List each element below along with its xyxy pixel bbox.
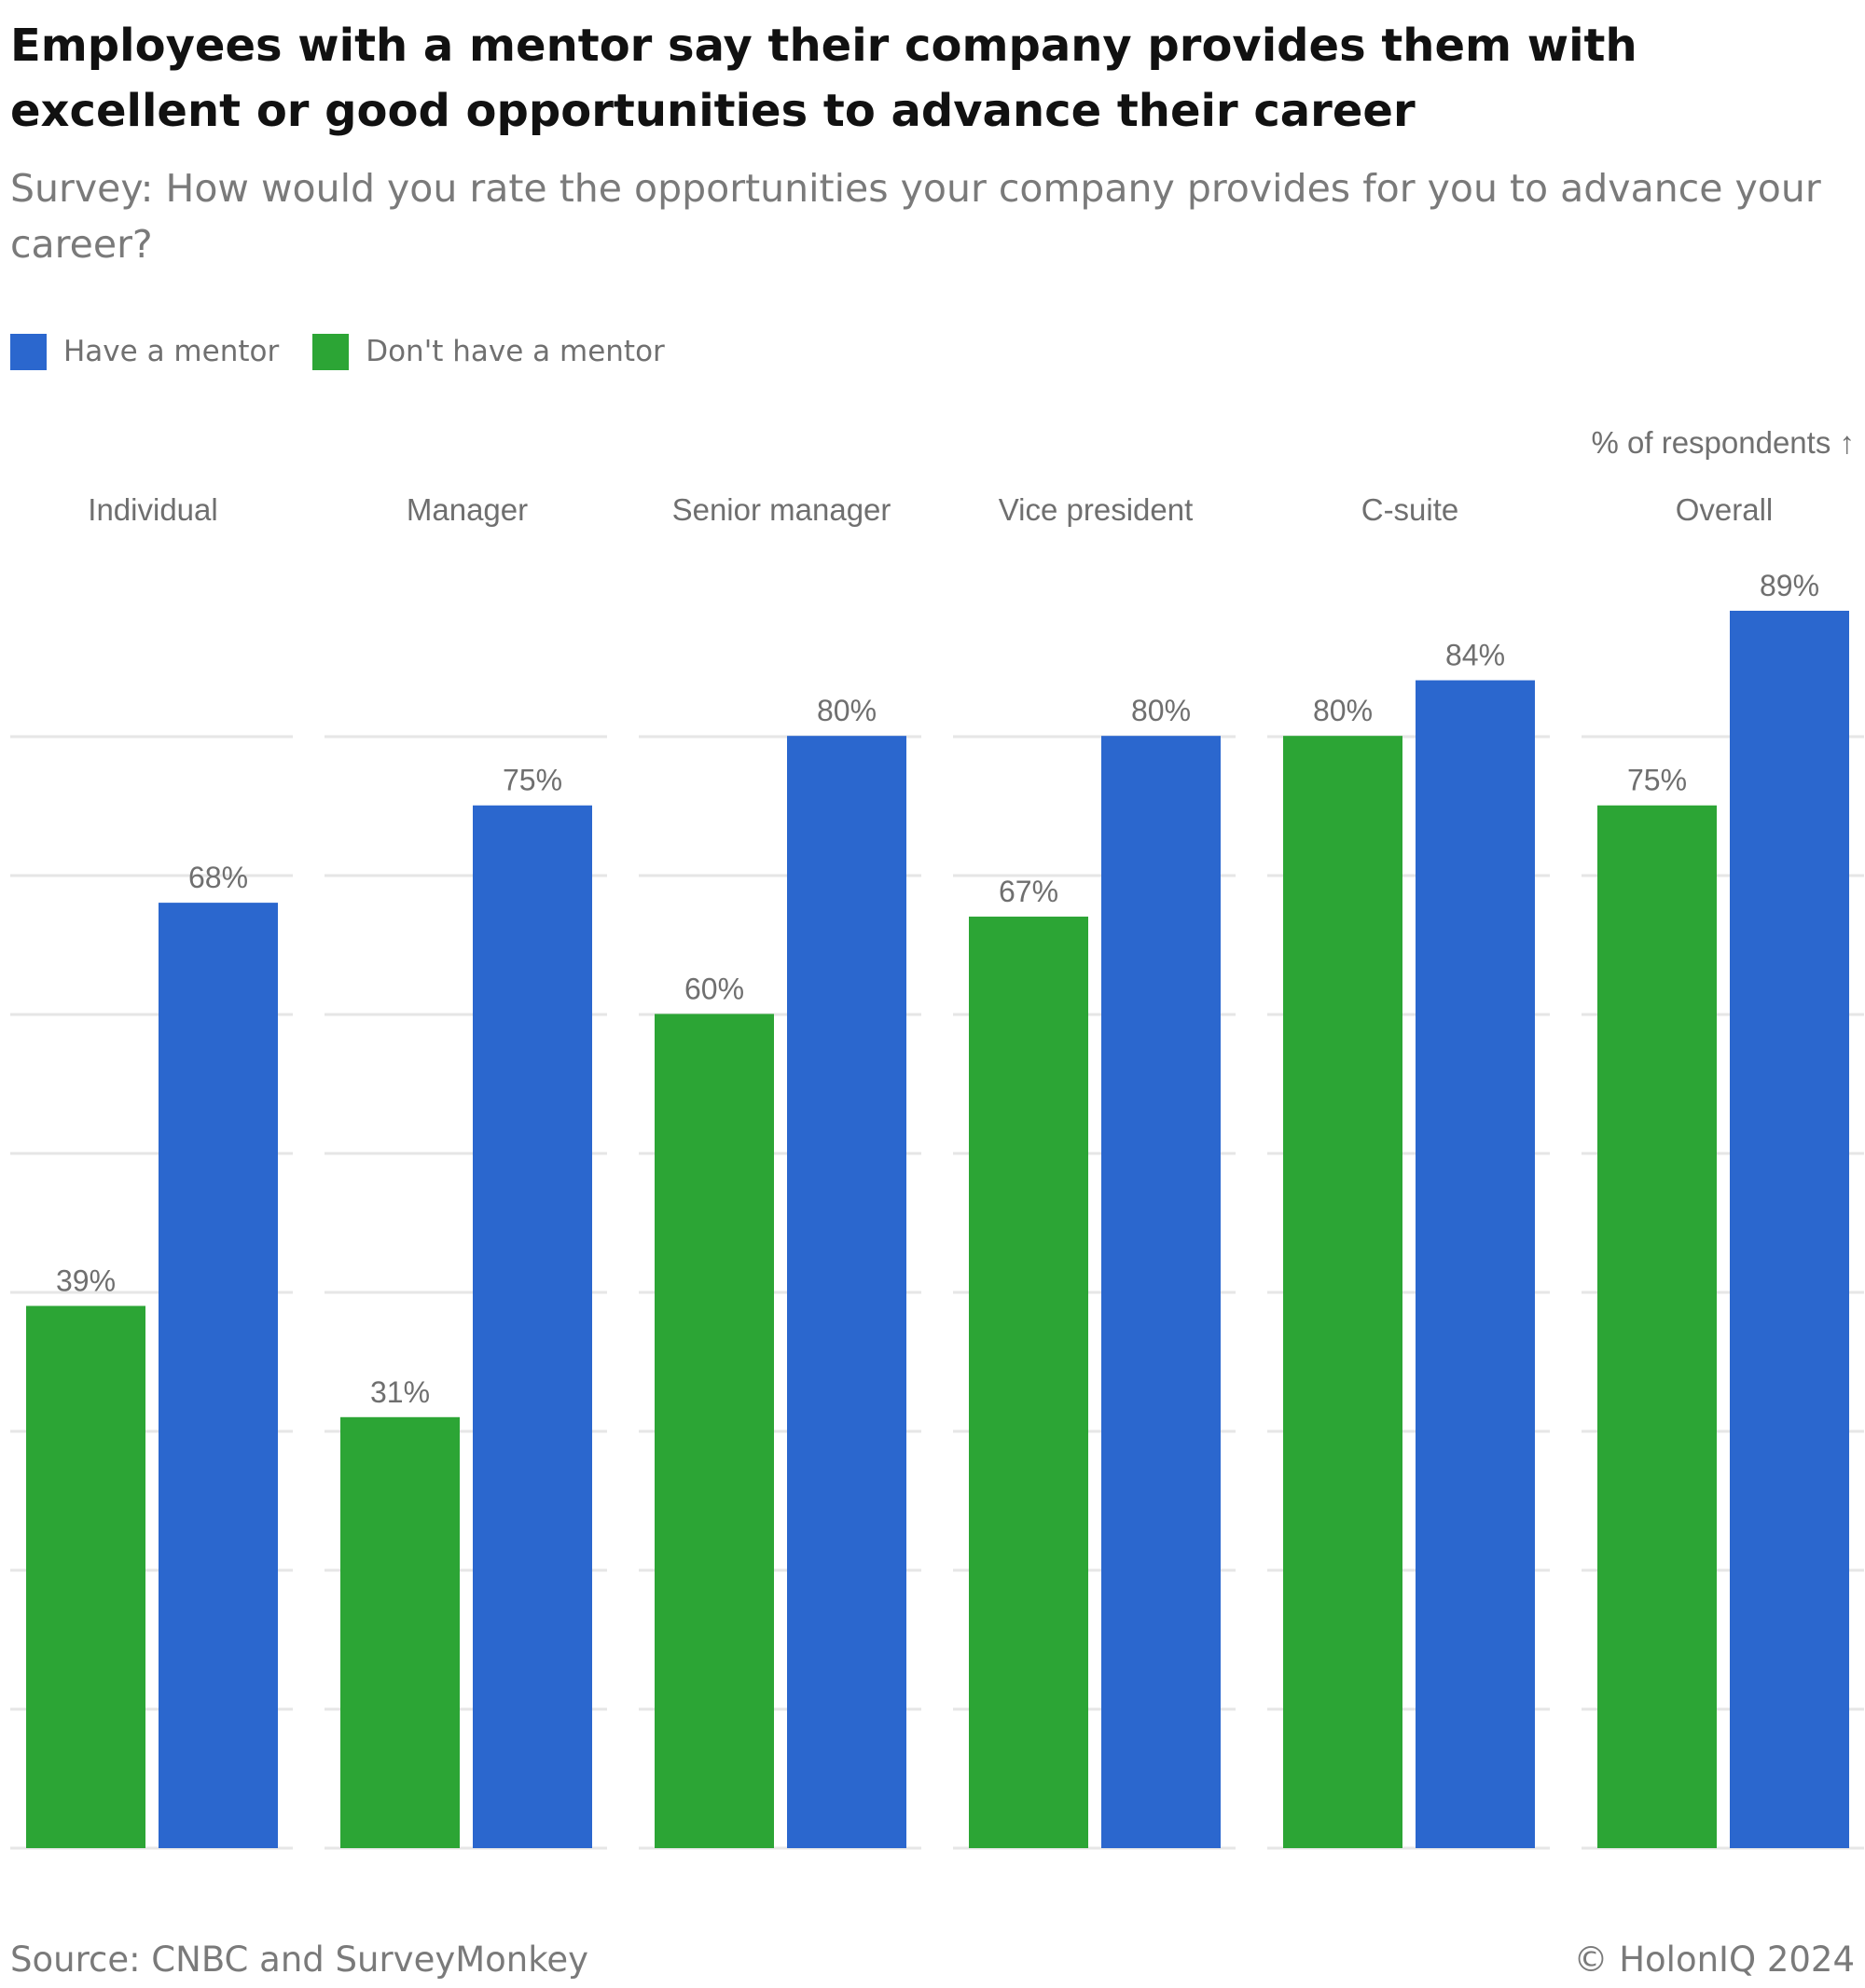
legend-item-no-mentor: Don't have a mentor — [312, 333, 665, 370]
chart-title: Employees with a mentor say their compan… — [10, 20, 1637, 137]
value-label-individual-have-mentor: 68% — [188, 861, 248, 894]
value-label-overall-have-mentor: 89% — [1760, 569, 1819, 602]
bar-chart: Individual 39% 68% Manager 31% 75% Senior mana… — [10, 492, 1864, 1850]
value-label-overall-no-mentor: 75% — [1627, 764, 1687, 797]
y-unit-note: % of respondents ↑ — [1591, 425, 1856, 460]
source-note: Source: CNBC and SurveyMonkey — [10, 1940, 589, 1980]
bar-manager-no-mentor — [340, 1416, 460, 1848]
copyright-note: © HolonIQ 2024 — [1573, 1940, 1855, 1980]
bar-manager-have-mentor — [473, 805, 592, 1848]
bar-overall-have-mentor — [1730, 611, 1849, 1848]
bar-c-suite-no-mentor — [1283, 736, 1402, 1848]
legend: Have a mentor Don't have a mentor — [10, 333, 698, 370]
category-label-manager: Manager — [407, 492, 528, 527]
value-label-manager-no-mentor: 31% — [370, 1375, 430, 1409]
value-label-c-suite-no-mentor: 80% — [1313, 694, 1373, 727]
category-label-individual: Individual — [88, 492, 217, 527]
value-label-individual-no-mentor: 39% — [56, 1264, 116, 1298]
legend-label-no-mentor: Don't have a mentor — [366, 335, 665, 368]
category-label-overall: Overall — [1676, 492, 1774, 527]
bar-overall-no-mentor — [1597, 805, 1717, 1848]
value-label-senior-manager-have-mentor: 80% — [817, 694, 877, 727]
category-label-vice-president: Vice president — [999, 492, 1194, 527]
value-label-vice-president-have-mentor: 80% — [1131, 694, 1191, 727]
bar-individual-no-mentor — [26, 1305, 145, 1848]
legend-swatch-no-mentor — [312, 333, 350, 370]
legend-swatch-have-mentor — [10, 333, 47, 370]
legend-label-have-mentor: Have a mentor — [63, 335, 280, 368]
value-label-vice-president-no-mentor: 67% — [999, 875, 1058, 908]
legend-item-have-mentor: Have a mentor — [10, 333, 280, 370]
chart-subtitle: Survey: How would you rate the opportuni… — [10, 166, 1821, 267]
bar-individual-have-mentor — [159, 903, 278, 1848]
value-label-senior-manager-no-mentor: 60% — [684, 972, 744, 1005]
bar-c-suite-have-mentor — [1416, 680, 1535, 1848]
value-label-manager-have-mentor: 75% — [503, 764, 562, 797]
value-label-c-suite-have-mentor: 84% — [1445, 639, 1505, 672]
category-label-c-suite: C-suite — [1361, 492, 1459, 527]
bar-vice-president-have-mentor — [1101, 736, 1221, 1848]
bar-senior-manager-no-mentor — [655, 1014, 774, 1848]
bar-vice-president-no-mentor — [969, 917, 1088, 1848]
bar-senior-manager-have-mentor — [787, 736, 906, 1848]
category-label-senior-manager: Senior manager — [672, 492, 891, 527]
